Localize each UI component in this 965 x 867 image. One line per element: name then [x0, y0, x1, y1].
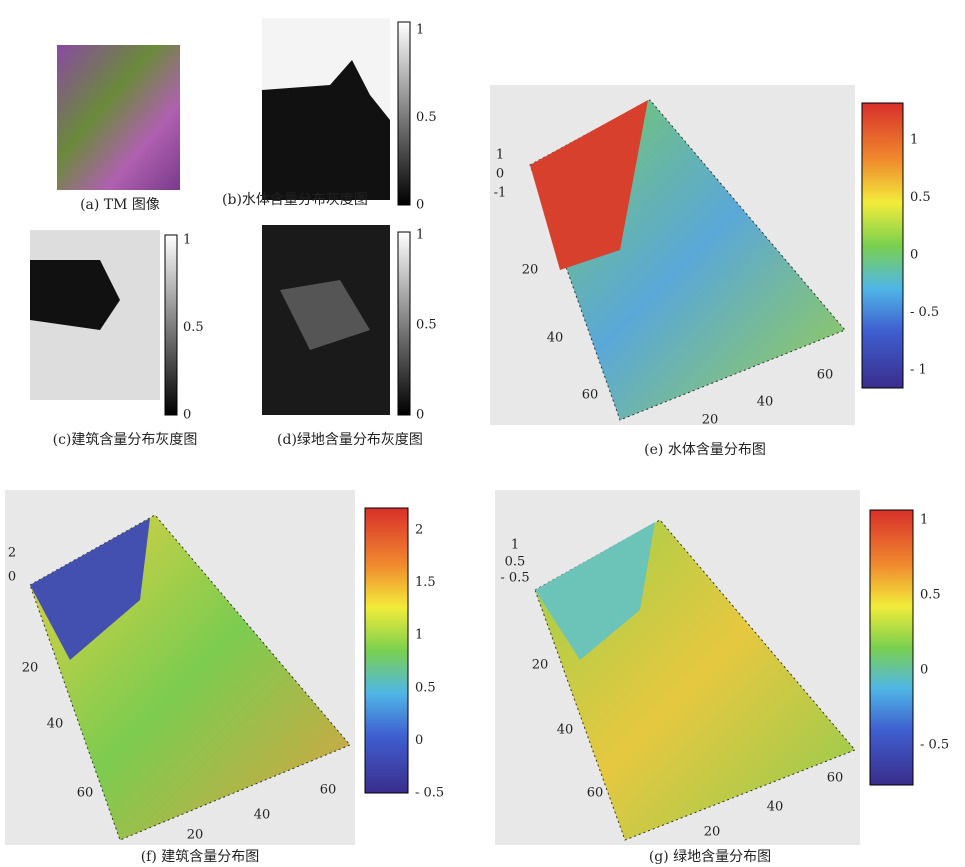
z-tick-label: 2 — [8, 546, 16, 561]
colorbar-label: 1 — [910, 133, 918, 148]
colorbar — [398, 232, 410, 415]
x-tick-label: 40 — [767, 800, 784, 815]
y-tick-label: 60 — [587, 786, 604, 801]
colorbar-label: 0 — [416, 198, 424, 213]
z-tick-label: 1 — [496, 148, 504, 163]
colorbar-label: 0 — [415, 733, 423, 748]
z-tick-label: - 0.5 — [500, 571, 529, 586]
page: {"panels": [ {"caption": "(a) TM 图像"}, {… — [0, 0, 965, 867]
colorbar-label: 1 — [183, 233, 191, 248]
x-tick-label: 20 — [704, 825, 721, 840]
colorbar-label: 0 — [183, 408, 191, 423]
caption: (g) 绿地含量分布图 — [649, 849, 771, 865]
caption: (e) 水体含量分布图 — [644, 442, 766, 458]
z-tick-label: -1 — [494, 186, 507, 201]
x-tick-label: 60 — [827, 771, 844, 786]
y-tick-label: 40 — [47, 717, 64, 732]
colorbar-label: 0.5 — [920, 588, 941, 603]
caption: (d)绿地含量分布灰度图 — [277, 432, 423, 448]
x-tick-label: 60 — [320, 783, 337, 798]
colorbar-label: 2 — [415, 523, 423, 538]
colorbar-label: - 0.5 — [920, 738, 949, 753]
y-tick-label: 60 — [77, 786, 94, 801]
tm-image — [57, 45, 180, 190]
colorbar — [870, 510, 913, 785]
y-tick-label: 20 — [522, 263, 539, 278]
y-tick-label: 60 — [582, 388, 599, 403]
colorbar-label: - 0.5 — [910, 305, 939, 320]
colorbar — [862, 103, 903, 388]
colorbar — [398, 22, 410, 205]
figure: (a) TM 图像 (b)水体含量分布灰度图 1 0.5 0 (c)建筑含量分布灰度图 1 0… — [0, 0, 965, 867]
colorbar-label: 0 — [416, 408, 424, 423]
colorbar-label: 1 — [920, 513, 928, 528]
colorbar-label: 0.5 — [910, 190, 931, 205]
z-tick-label: 0 — [496, 167, 504, 182]
colorbar — [365, 508, 408, 793]
colorbar-label: 1 — [416, 23, 424, 38]
colorbar-label: 1.5 — [415, 575, 436, 590]
x-tick-label: 20 — [187, 828, 204, 843]
x-tick-label: 40 — [254, 808, 271, 823]
colorbar-label: 1 — [416, 228, 424, 243]
z-tick-label: 0 — [8, 570, 16, 585]
colorbar-label: 0.5 — [416, 110, 437, 125]
x-tick-label: 20 — [702, 413, 719, 428]
colorbar-label: 1 — [415, 628, 423, 643]
colorbar-label: 0.5 — [416, 318, 437, 333]
colorbar-label: 0 — [920, 663, 928, 678]
caption: (a) TM 图像 — [80, 197, 160, 213]
caption: (c)建筑含量分布灰度图 — [53, 432, 198, 448]
caption: (f) 建筑含量分布图 — [141, 849, 260, 865]
x-tick-label: 60 — [817, 368, 834, 383]
colorbar-label: 0 — [910, 248, 918, 263]
z-tick-label: 0.5 — [505, 555, 526, 570]
colorbar-label: 0.5 — [415, 680, 436, 695]
y-tick-label: 40 — [557, 723, 574, 738]
colorbar-label: 0.5 — [183, 320, 204, 335]
y-tick-label: 20 — [532, 658, 549, 673]
colorbar — [165, 235, 177, 415]
z-tick-label: 1 — [511, 538, 519, 553]
caption: (b)水体含量分布灰度图 — [222, 192, 368, 208]
y-tick-label: 40 — [547, 331, 564, 346]
x-tick-label: 40 — [757, 395, 774, 410]
colorbar-label: - 1 — [910, 363, 927, 378]
colorbar-label: - 0.5 — [415, 786, 444, 801]
y-tick-label: 20 — [22, 661, 39, 676]
